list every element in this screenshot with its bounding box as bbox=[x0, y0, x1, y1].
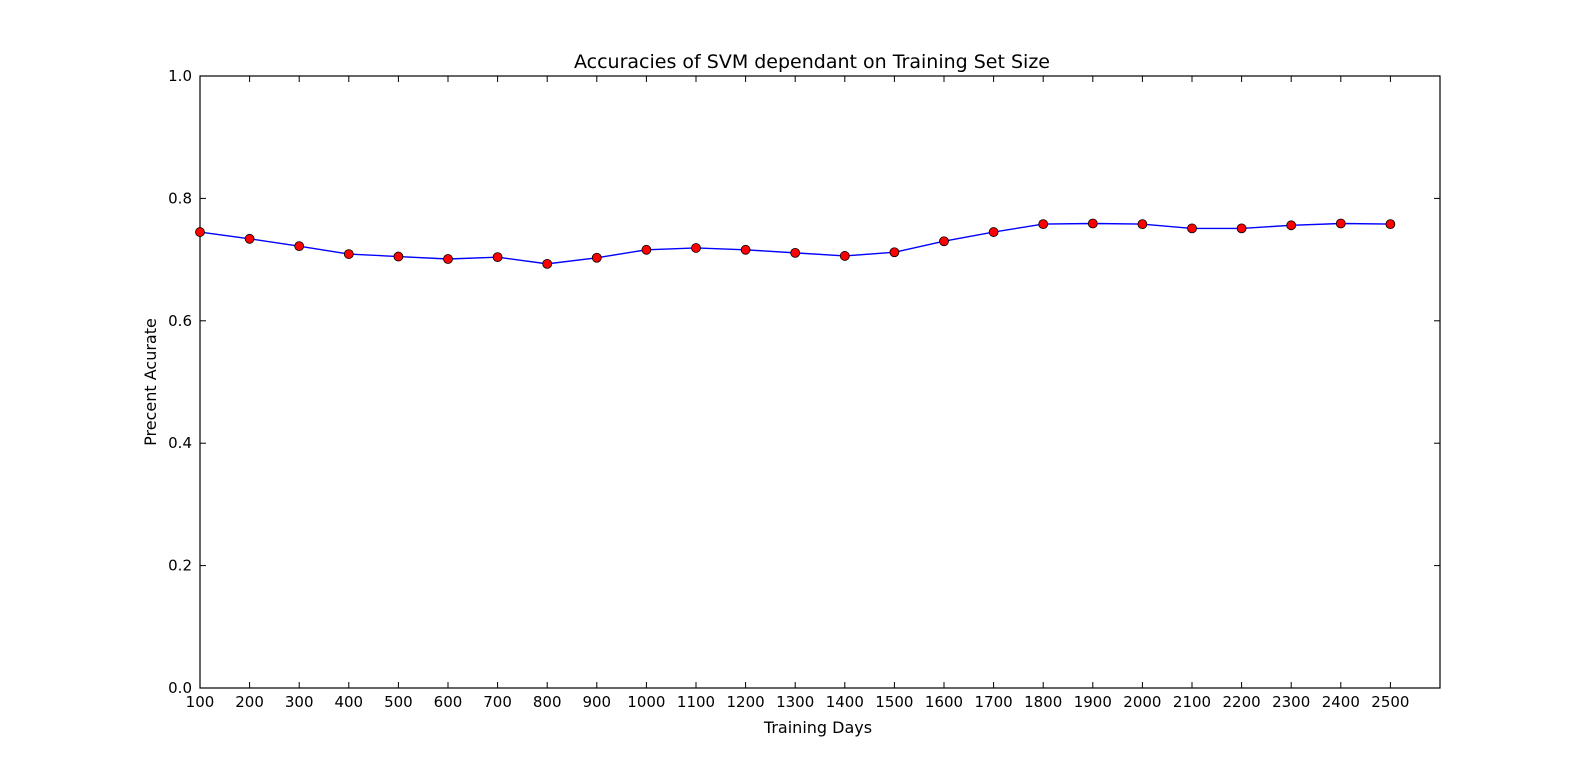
plot-frame bbox=[199, 75, 1441, 689]
x-tick-label: 200 bbox=[235, 693, 264, 711]
y-tick-label: 0.4 bbox=[168, 434, 192, 452]
data-point-1500 bbox=[889, 247, 900, 258]
data-point-1700 bbox=[988, 227, 999, 237]
x-tick-label: 800 bbox=[533, 693, 562, 711]
data-point-2300 bbox=[1286, 220, 1297, 231]
chart-title: Accuracies of SVM dependant on Training … bbox=[574, 51, 1050, 73]
data-point-2200 bbox=[1236, 223, 1247, 234]
x-axis: 100 200 300 400 500 600 700 800 900 1000 1100 1200 1… bbox=[186, 76, 1409, 711]
y-tick-label: 0.8 bbox=[168, 189, 192, 207]
x-tick-label: 300 bbox=[285, 693, 314, 711]
x-tick-label: 900 bbox=[582, 693, 611, 711]
data-point-1400 bbox=[839, 251, 850, 261]
data-point-100 bbox=[195, 227, 205, 237]
x-tick-label: 2100 bbox=[1173, 693, 1211, 711]
x-tick-label: 600 bbox=[434, 693, 463, 711]
x-tick-label: 1200 bbox=[727, 693, 765, 711]
x-tick-label: 1700 bbox=[975, 693, 1013, 711]
x-tick-label: 500 bbox=[384, 693, 413, 711]
data-point-600 bbox=[443, 254, 453, 264]
data-point-2000 bbox=[1137, 219, 1148, 230]
y-tick-label: 0.0 bbox=[168, 679, 192, 697]
x-tick-label: 100 bbox=[186, 693, 215, 711]
y-axis-label: Precent Acurate bbox=[141, 318, 160, 446]
data-point-2400 bbox=[1335, 218, 1346, 229]
data-point-800 bbox=[542, 258, 553, 269]
data-point-900 bbox=[591, 252, 602, 263]
data-point-400 bbox=[343, 249, 354, 259]
data-point-1800 bbox=[1038, 219, 1049, 230]
data-point-1300 bbox=[790, 247, 801, 258]
data-point-1000 bbox=[641, 244, 652, 255]
x-tick-label: 2300 bbox=[1272, 693, 1310, 711]
x-tick-label: 2200 bbox=[1223, 693, 1261, 711]
series-line bbox=[199, 222, 1391, 265]
x-tick-label: 1600 bbox=[925, 693, 963, 711]
data-point-200 bbox=[244, 233, 255, 244]
x-tick-label: 400 bbox=[334, 693, 363, 711]
x-tick-label: 1100 bbox=[677, 693, 715, 711]
y-tick-label: 0.2 bbox=[168, 557, 192, 575]
data-point-1600 bbox=[939, 236, 949, 247]
data-point-700 bbox=[492, 252, 503, 263]
data-point-300 bbox=[294, 241, 305, 252]
x-tick-label: 1000 bbox=[627, 693, 665, 711]
x-tick-label: 1500 bbox=[875, 693, 913, 711]
y-tick-label: 0.6 bbox=[168, 312, 192, 330]
data-point-1100 bbox=[691, 243, 701, 253]
data-point-2100 bbox=[1187, 223, 1197, 234]
data-point-500 bbox=[393, 251, 404, 262]
data-point-1900 bbox=[1087, 218, 1098, 229]
x-tick-label: 1900 bbox=[1074, 693, 1112, 711]
data-point-1200 bbox=[740, 244, 751, 255]
x-tick-label: 1300 bbox=[776, 693, 814, 711]
data-points bbox=[195, 218, 1396, 269]
data-point-2500 bbox=[1385, 219, 1396, 230]
x-tick-label: 2000 bbox=[1123, 693, 1161, 711]
y-axis: 0.0 0.2 0.4 0.6 0.8 1.0 bbox=[168, 67, 1440, 697]
x-tick-label: 2400 bbox=[1322, 693, 1360, 711]
x-tick-label: 1400 bbox=[826, 693, 864, 711]
y-tick-label: 1.0 bbox=[168, 67, 192, 85]
x-axis-label: Training Days bbox=[763, 718, 872, 737]
x-tick-label: 2500 bbox=[1371, 693, 1409, 711]
x-tick-label: 700 bbox=[483, 693, 512, 711]
x-tick-label: 1800 bbox=[1024, 693, 1062, 711]
